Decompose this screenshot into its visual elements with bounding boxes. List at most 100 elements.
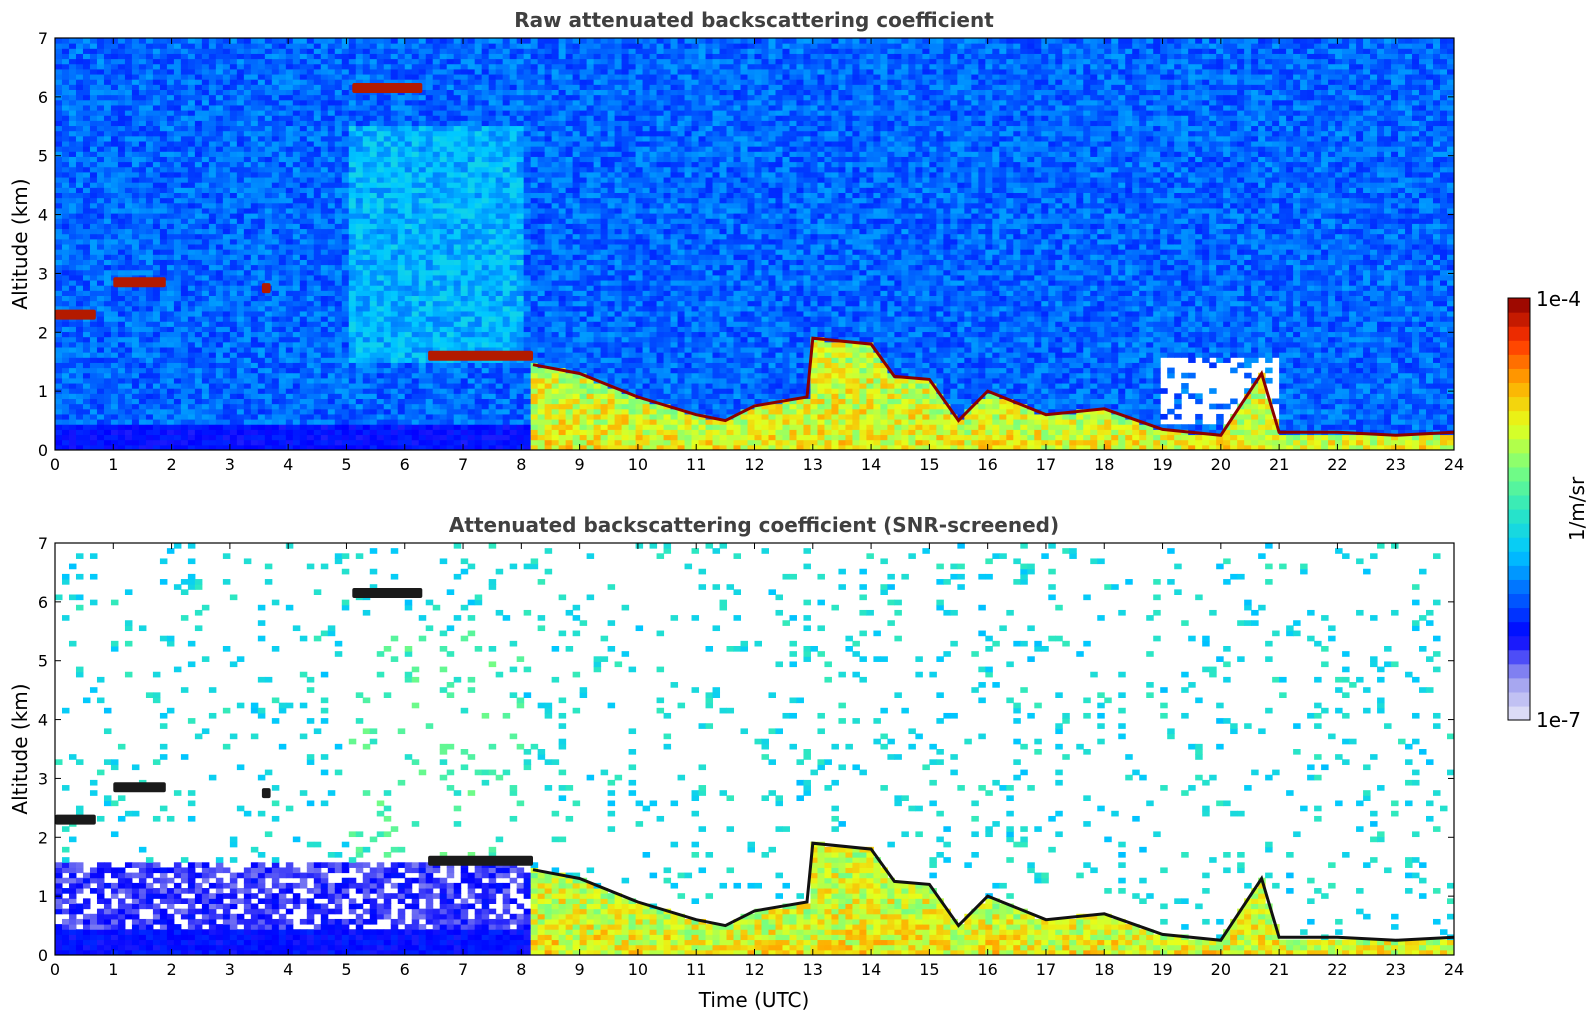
heatmap-cell — [467, 218, 476, 224]
heatmap-cell — [439, 38, 448, 44]
heatmap-cell — [110, 192, 119, 199]
heatmap-cell — [292, 326, 301, 333]
heatmap-cell — [285, 259, 294, 266]
heatmap-cell — [110, 115, 119, 121]
heatmap-cell — [229, 43, 238, 49]
heatmap-cell — [404, 161, 413, 168]
heatmap-cell — [201, 197, 210, 204]
heatmap-cell — [96, 177, 105, 183]
heatmap-cell — [327, 274, 336, 281]
heatmap-cell — [285, 439, 294, 446]
heatmap-cell — [348, 218, 357, 224]
heatmap-cell — [348, 228, 357, 235]
heatmap-cell — [362, 321, 371, 327]
heatmap-cell — [292, 187, 301, 193]
heatmap-cell — [425, 310, 434, 317]
heatmap-cell — [173, 79, 182, 85]
heatmap-cell — [411, 352, 420, 358]
heatmap-cell — [313, 290, 322, 296]
heatmap-cell — [390, 398, 399, 405]
heatmap-cell — [313, 305, 322, 312]
heatmap-cell — [124, 377, 133, 384]
heatmap-cell — [320, 388, 329, 394]
heatmap-cell — [159, 429, 168, 436]
heatmap-cell — [292, 115, 301, 121]
heatmap-cell — [383, 403, 392, 410]
heatmap-cell — [236, 347, 245, 353]
heatmap-cell — [257, 388, 266, 394]
heatmap-cell — [117, 43, 126, 49]
heatmap-cell — [243, 413, 252, 420]
heatmap-cell — [96, 84, 105, 90]
heatmap-cell — [222, 115, 231, 121]
heatmap-cell — [180, 429, 189, 436]
heatmap-cell — [306, 79, 315, 85]
heatmap-cell — [250, 254, 259, 260]
heatmap-cell — [208, 166, 217, 173]
heatmap-cell — [453, 316, 462, 322]
heatmap-cell — [474, 321, 483, 327]
heatmap-cell — [110, 228, 119, 235]
heatmap-cell — [82, 202, 91, 209]
heatmap-cell — [103, 269, 112, 276]
heatmap-cell — [131, 316, 140, 322]
heatmap-cell — [159, 439, 168, 446]
heatmap-cell — [411, 192, 420, 199]
heatmap-cell — [355, 341, 364, 348]
heatmap-cell — [131, 192, 140, 199]
heatmap-cell — [236, 74, 245, 80]
heatmap-cell — [306, 285, 315, 291]
heatmap-cell — [299, 341, 308, 348]
heatmap-cell — [383, 218, 392, 224]
heatmap-cell — [55, 393, 63, 399]
heatmap-cell — [404, 326, 413, 333]
heatmap-cell — [145, 331, 154, 338]
heatmap-cell — [68, 249, 77, 255]
heatmap-cell — [369, 125, 378, 132]
heatmap-cell — [250, 290, 259, 296]
heatmap-cell — [96, 146, 105, 152]
heatmap-cell — [481, 53, 490, 60]
heatmap-cell — [159, 43, 168, 49]
heatmap-cell — [418, 223, 427, 230]
heatmap-cell — [292, 218, 301, 224]
heatmap-cell — [418, 197, 427, 204]
heatmap-cell — [341, 249, 350, 255]
heatmap-cell — [229, 377, 238, 384]
heatmap-cell — [215, 424, 224, 430]
heatmap-cell — [110, 130, 119, 137]
heatmap-cell — [390, 130, 399, 137]
heatmap-cell — [376, 68, 385, 75]
heatmap-cell — [418, 151, 427, 157]
heatmap-cell — [110, 290, 119, 296]
heatmap-cell — [110, 393, 119, 399]
heatmap-cell — [313, 130, 322, 137]
heatmap-cell — [117, 202, 126, 209]
heatmap-cell — [397, 393, 406, 399]
heatmap-cell — [236, 305, 245, 312]
heatmap-cell — [215, 398, 224, 405]
heatmap-cell — [250, 444, 259, 450]
heatmap-cell — [425, 326, 434, 333]
heatmap-cell — [264, 383, 273, 389]
heatmap-cell — [383, 68, 392, 75]
heatmap-cell — [117, 424, 126, 430]
heatmap-cell — [467, 156, 476, 163]
heatmap-cell — [285, 233, 294, 240]
heatmap-cell — [285, 352, 294, 358]
heatmap-cell — [285, 419, 294, 425]
heatmap-cell — [215, 161, 224, 168]
heatmap-cell — [243, 104, 252, 111]
heatmap-cell — [425, 63, 434, 70]
heatmap-cell — [89, 419, 98, 425]
heatmap-cell — [194, 104, 203, 111]
heatmap-cell — [222, 285, 231, 291]
heatmap-cell — [55, 444, 63, 450]
heatmap-cell — [173, 274, 182, 281]
heatmap-cell — [278, 444, 287, 450]
heatmap-cell — [334, 202, 343, 209]
heatmap-cell — [390, 372, 399, 379]
heatmap-cell — [75, 419, 84, 425]
heatmap-cell — [166, 352, 175, 358]
heatmap-cell — [320, 264, 329, 271]
